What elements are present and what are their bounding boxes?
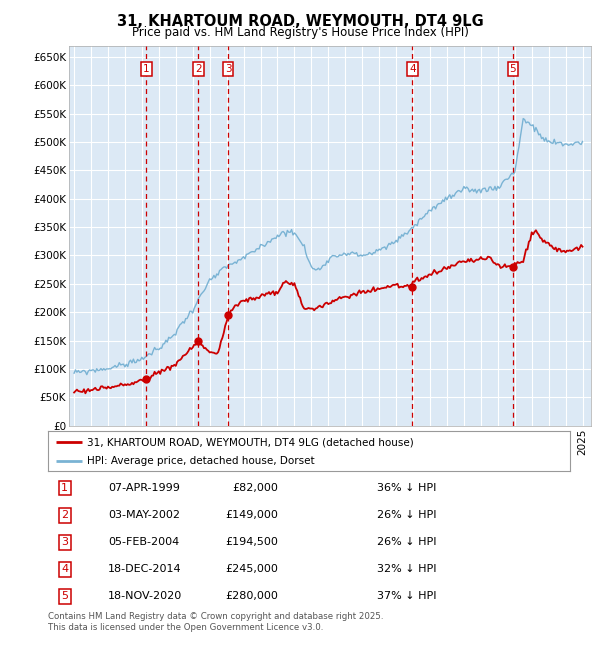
Text: 2: 2 [61, 510, 68, 520]
Text: 31, KHARTOUM ROAD, WEYMOUTH, DT4 9LG: 31, KHARTOUM ROAD, WEYMOUTH, DT4 9LG [116, 14, 484, 29]
Text: 4: 4 [409, 64, 416, 74]
Text: HPI: Average price, detached house, Dorset: HPI: Average price, detached house, Dors… [87, 456, 315, 466]
Text: £149,000: £149,000 [225, 510, 278, 520]
Text: 5: 5 [509, 64, 516, 74]
Text: 07-APR-1999: 07-APR-1999 [108, 483, 180, 493]
Text: £82,000: £82,000 [232, 483, 278, 493]
Text: 26% ↓ HPI: 26% ↓ HPI [377, 537, 436, 547]
Text: £245,000: £245,000 [225, 564, 278, 574]
Text: 32% ↓ HPI: 32% ↓ HPI [377, 564, 436, 574]
Text: Price paid vs. HM Land Registry's House Price Index (HPI): Price paid vs. HM Land Registry's House … [131, 26, 469, 39]
Text: 03-MAY-2002: 03-MAY-2002 [108, 510, 180, 520]
Text: 4: 4 [61, 564, 68, 574]
Text: 3: 3 [225, 64, 232, 74]
Text: 37% ↓ HPI: 37% ↓ HPI [377, 592, 436, 601]
Text: £280,000: £280,000 [225, 592, 278, 601]
Text: 2: 2 [195, 64, 202, 74]
Text: 36% ↓ HPI: 36% ↓ HPI [377, 483, 436, 493]
Text: 18-DEC-2014: 18-DEC-2014 [108, 564, 182, 574]
Text: 3: 3 [61, 537, 68, 547]
Text: 1: 1 [143, 64, 150, 74]
Text: 05-FEB-2004: 05-FEB-2004 [108, 537, 179, 547]
Text: 1: 1 [61, 483, 68, 493]
Text: 26% ↓ HPI: 26% ↓ HPI [377, 510, 436, 520]
Text: 31, KHARTOUM ROAD, WEYMOUTH, DT4 9LG (detached house): 31, KHARTOUM ROAD, WEYMOUTH, DT4 9LG (de… [87, 437, 414, 447]
Text: Contains HM Land Registry data © Crown copyright and database right 2025.
This d: Contains HM Land Registry data © Crown c… [48, 612, 383, 632]
Text: 5: 5 [61, 592, 68, 601]
Text: 18-NOV-2020: 18-NOV-2020 [108, 592, 182, 601]
Text: £194,500: £194,500 [225, 537, 278, 547]
